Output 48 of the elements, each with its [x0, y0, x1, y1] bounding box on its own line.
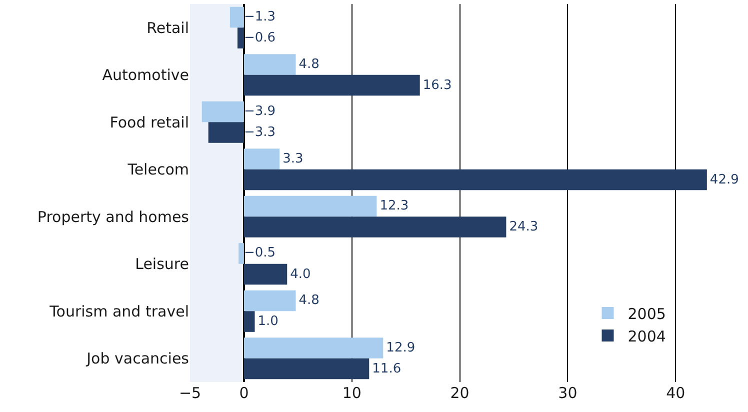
bar [244, 216, 506, 238]
bar [244, 196, 377, 217]
bar [238, 243, 244, 264]
data-label: 3.3 [282, 151, 304, 166]
y-tick-label: Job vacancies [86, 350, 190, 368]
bar [244, 54, 296, 75]
data-label: 1.0 [258, 314, 278, 330]
bar [244, 74, 420, 96]
x-tick-label: 10 [342, 384, 362, 402]
data-label: −0.6 [244, 30, 276, 46]
bar [202, 101, 244, 122]
bar [244, 264, 288, 285]
data-label: 12.9 [386, 340, 416, 356]
x-tick-label: 20 [450, 384, 470, 402]
bar [237, 28, 244, 48]
x-tick-label: 40 [666, 384, 686, 402]
y-tick-label: Tourism and travel [48, 302, 189, 320]
bar [244, 148, 280, 170]
data-label: −1.3 [244, 9, 276, 24]
y-tick-label: Property and homes [37, 208, 190, 226]
bar [244, 338, 384, 358]
data-label: 4.0 [290, 266, 311, 282]
bar [208, 122, 244, 143]
data-label: 4.8 [298, 56, 320, 72]
bar [244, 169, 707, 190]
data-label: −3.3 [244, 124, 276, 140]
bar [230, 6, 244, 28]
bar [244, 358, 370, 380]
data-label: 16.3 [422, 78, 452, 93]
data-label: 12.3 [380, 198, 409, 214]
y-tick-label: Leisure [135, 255, 189, 274]
y-tick-label: Retail [146, 18, 189, 37]
x-tick-label: 30 [558, 384, 578, 402]
data-label: −0.5 [244, 246, 276, 261]
bar [244, 290, 296, 312]
legend-label: 2005 [628, 304, 666, 323]
x-tick-label: −5 [178, 384, 202, 402]
data-label: 11.6 [372, 361, 402, 376]
y-tick-label: Automotive [102, 66, 189, 84]
data-label: 42.9 [710, 172, 739, 188]
bar [244, 311, 255, 332]
data-label: 24.3 [509, 220, 538, 235]
y-tick-label: Telecom [126, 160, 189, 179]
x-tick-label: 0 [239, 384, 249, 402]
y-tick-label: Food retail [110, 113, 189, 132]
data-label: 4.8 [298, 293, 320, 308]
data-label: −3.9 [244, 104, 276, 119]
legend-label: 2004 [628, 327, 666, 346]
